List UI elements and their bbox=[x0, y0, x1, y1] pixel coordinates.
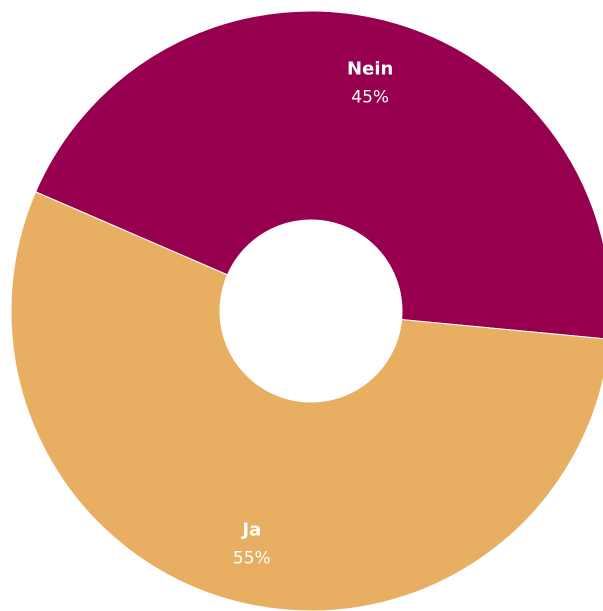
donut-labels: Nein 45% Ja 55% bbox=[233, 58, 393, 568]
donut-slices bbox=[10, 10, 603, 611]
slice-label-nein: Nein bbox=[347, 58, 393, 79]
slice-value-ja: 55% bbox=[233, 549, 271, 569]
slice-label-ja: Ja bbox=[240, 520, 261, 541]
slice-nein bbox=[35, 10, 603, 340]
slice-value-nein: 45% bbox=[351, 87, 389, 107]
slice-ja bbox=[10, 191, 603, 611]
